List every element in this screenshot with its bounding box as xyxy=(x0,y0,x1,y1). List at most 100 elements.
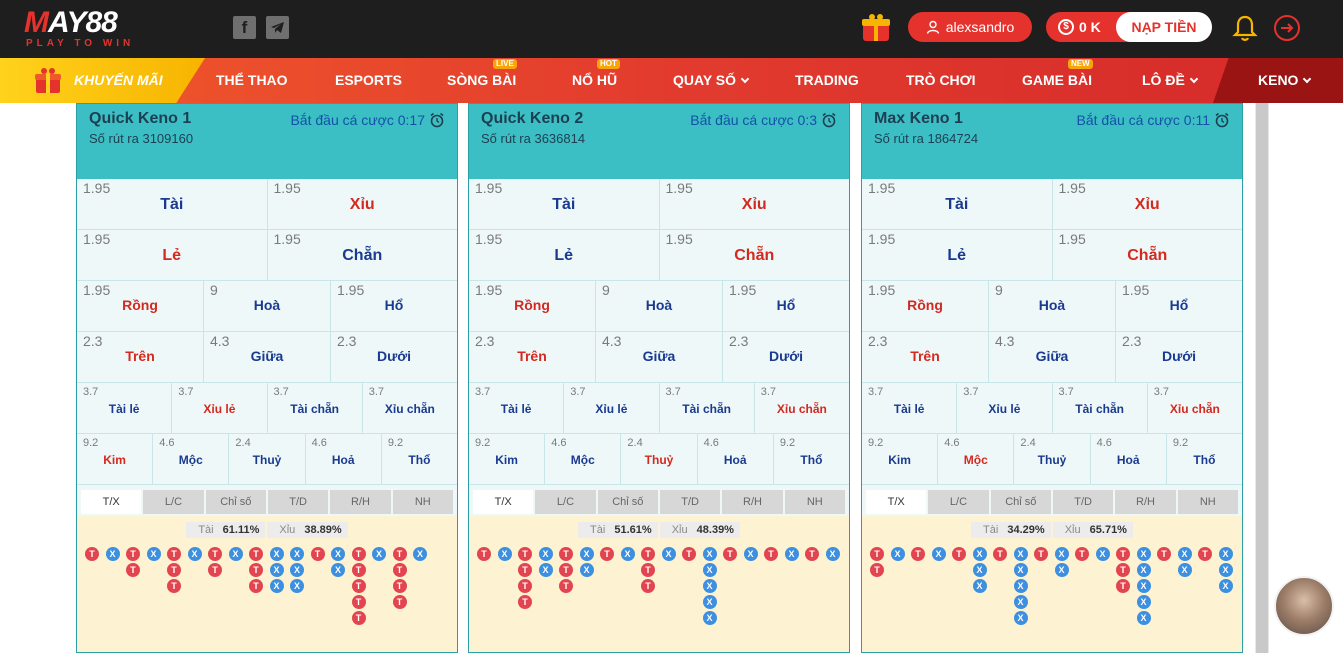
facebook-icon[interactable]: f xyxy=(233,16,256,39)
tab-stat[interactable]: NH xyxy=(1177,490,1238,514)
bet-giua[interactable]: 4.3 Giữa xyxy=(989,332,1116,382)
bet-duoi[interactable]: 2.3 Dưới xyxy=(723,332,849,382)
tab-stat[interactable]: NH xyxy=(784,490,845,514)
nav-item-games[interactable]: TRÒ CHƠI xyxy=(906,72,976,88)
bet-kim[interactable]: 9.2 Kim xyxy=(469,434,546,484)
tab-stat[interactable]: T/X xyxy=(81,490,142,514)
deposit-button[interactable]: NẠP TIỀN xyxy=(1116,12,1212,42)
tab-stat[interactable]: T/X xyxy=(866,490,927,514)
bet-thuy[interactable]: 2.4 Thuỷ xyxy=(1014,434,1091,484)
balance[interactable]: $ 0 K xyxy=(1058,12,1101,42)
nav-item-lottery[interactable]: QUAY SỐ xyxy=(673,58,750,103)
bet-duoi[interactable]: 2.3 Dưới xyxy=(1116,332,1242,382)
bet-tai_chan[interactable]: 3.7 Tài chẵn xyxy=(660,383,755,433)
bet-kim[interactable]: 9.2 Kim xyxy=(77,434,154,484)
bet-tren[interactable]: 2.3 Trên xyxy=(469,332,596,382)
bet-ho[interactable]: 1.95 Hổ xyxy=(723,281,849,331)
user-account-button[interactable]: alexsandro xyxy=(908,12,1032,42)
bet-chan[interactable]: 1.95 Chẵn xyxy=(1053,230,1243,280)
bet-le[interactable]: 1.95 Lẻ xyxy=(862,230,1053,280)
bet-rong[interactable]: 1.95 Rồng xyxy=(77,281,204,331)
tab-stat[interactable]: Chỉ số xyxy=(205,490,266,514)
bet-tai_le[interactable]: 3.7 Tài lẻ xyxy=(862,383,958,433)
tab-stat[interactable]: L/C xyxy=(143,490,204,514)
bet-tai[interactable]: 1.95 Tài xyxy=(862,179,1053,229)
bet-xiu_chan[interactable]: 3.7 Xỉu chẵn xyxy=(1148,383,1242,433)
bet-tho[interactable]: 9.2 Thổ xyxy=(774,434,849,484)
nav-item-casino[interactable]: SÒNG BÀI LIVE xyxy=(447,59,517,88)
nav-item-esports[interactable]: ESPORTS xyxy=(335,72,402,88)
tab-stat[interactable]: T/D xyxy=(1052,490,1114,514)
bet-xiu_le[interactable]: 3.7 Xỉu lẻ xyxy=(957,383,1053,433)
nav-item-lo-de[interactable]: LÔ ĐỀ xyxy=(1142,58,1199,103)
tab-stat[interactable]: T/D xyxy=(267,490,329,514)
bet-hoa[interactable]: 9 Hoà xyxy=(596,281,723,331)
logout-icon[interactable] xyxy=(1272,13,1302,43)
bet-hoa[interactable]: 9 Hoà xyxy=(989,281,1116,331)
tab-stat[interactable]: L/C xyxy=(928,490,989,514)
bet-xiu[interactable]: 1.95 Xỉu xyxy=(660,179,850,229)
bet-duoi[interactable]: 2.3 Dưới xyxy=(331,332,457,382)
bet-ho[interactable]: 1.95 Hổ xyxy=(331,281,457,331)
bet-hoa2[interactable]: 4.6 Hoả xyxy=(306,434,382,484)
bet-tho[interactable]: 9.2 Thổ xyxy=(382,434,457,484)
bet-tai_le[interactable]: 3.7 Tài lẻ xyxy=(77,383,173,433)
bet-chan[interactable]: 1.95 Chẵn xyxy=(660,230,850,280)
bet-xiu[interactable]: 1.95 Xỉu xyxy=(1053,179,1243,229)
tab-stat[interactable]: L/C xyxy=(535,490,596,514)
notification-bell-icon[interactable] xyxy=(1232,14,1258,42)
bet-le[interactable]: 1.95 Lẻ xyxy=(77,230,268,280)
game-title[interactable]: Quick Keno 2 xyxy=(481,110,584,127)
bet-moc[interactable]: 4.6 Mộc xyxy=(545,434,622,484)
game-title[interactable]: Max Keno 1 xyxy=(874,110,963,127)
bet-hoa[interactable]: 9 Hoà xyxy=(204,281,331,331)
bet-moc[interactable]: 4.6 Mộc xyxy=(153,434,230,484)
bet-tren[interactable]: 2.3 Trên xyxy=(862,332,989,382)
telegram-icon[interactable] xyxy=(266,16,289,39)
game-title[interactable]: Quick Keno 1 xyxy=(89,110,192,127)
bet-xiu[interactable]: 1.95 Xỉu xyxy=(268,179,458,229)
bet-tai_le[interactable]: 3.7 Tài lẻ xyxy=(469,383,565,433)
bet-le[interactable]: 1.95 Lẻ xyxy=(469,230,660,280)
tab-stat[interactable]: Chỉ số xyxy=(990,490,1051,514)
bet-xiu_le[interactable]: 3.7 Xỉu lẻ xyxy=(172,383,268,433)
bet-giua[interactable]: 4.3 Giữa xyxy=(596,332,723,382)
bet-tai_chan[interactable]: 3.7 Tài chẵn xyxy=(268,383,363,433)
bet-rong[interactable]: 1.95 Rồng xyxy=(862,281,989,331)
bet-xiu_chan[interactable]: 3.7 Xỉu chẵn xyxy=(363,383,457,433)
nav-item-keno[interactable]: KENO xyxy=(1258,58,1312,103)
bet-giua[interactable]: 4.3 Giữa xyxy=(204,332,331,382)
bet-hoa2[interactable]: 4.6 Hoả xyxy=(698,434,774,484)
tab-stat[interactable]: R/H xyxy=(722,490,783,514)
bet-xiu_chan[interactable]: 3.7 Xỉu chẵn xyxy=(755,383,849,433)
nav-item-card-games[interactable]: GAME BÀI NEW xyxy=(1022,59,1093,88)
lucky-box-icon[interactable] xyxy=(860,13,892,43)
nav-item-sports[interactable]: THỂ THAO xyxy=(216,72,288,88)
site-logo[interactable]: MAY88 PLAY TO WIN xyxy=(24,6,135,50)
nav-promotions[interactable] xyxy=(0,58,205,103)
tab-stat[interactable]: T/X xyxy=(473,490,534,514)
nav-item-trading[interactable]: TRADING xyxy=(795,72,859,88)
bet-ho[interactable]: 1.95 Hổ xyxy=(1116,281,1242,331)
bet-tren[interactable]: 2.3 Trên xyxy=(77,332,204,382)
bet-tai_chan[interactable]: 3.7 Tài chẵn xyxy=(1053,383,1148,433)
nav-promotions-label[interactable]: KHUYẾN MÃI xyxy=(74,72,163,88)
bet-rong[interactable]: 1.95 Rồng xyxy=(469,281,596,331)
bet-xiu_le[interactable]: 3.7 Xỉu lẻ xyxy=(564,383,660,433)
tab-stat[interactable]: NH xyxy=(392,490,453,514)
tab-stat[interactable]: R/H xyxy=(330,490,391,514)
bet-thuy[interactable]: 2.4 Thuỷ xyxy=(621,434,698,484)
bet-chan[interactable]: 1.95 Chẵn xyxy=(268,230,458,280)
nav-item-slots[interactable]: NỔ HŨ HOT xyxy=(572,58,620,103)
bet-thuy[interactable]: 2.4 Thuỷ xyxy=(229,434,306,484)
bet-moc[interactable]: 4.6 Mộc xyxy=(938,434,1015,484)
tab-stat[interactable]: T/D xyxy=(659,490,721,514)
tab-stat[interactable]: R/H xyxy=(1115,490,1176,514)
scrollbar-thumb[interactable] xyxy=(1256,103,1268,653)
bet-hoa2[interactable]: 4.6 Hoả xyxy=(1091,434,1167,484)
bet-tho[interactable]: 9.2 Thổ xyxy=(1167,434,1242,484)
bet-tai[interactable]: 1.95 Tài xyxy=(469,179,660,229)
bet-tai[interactable]: 1.95 Tài xyxy=(77,179,268,229)
bet-kim[interactable]: 9.2 Kim xyxy=(862,434,939,484)
tab-stat[interactable]: Chỉ số xyxy=(597,490,658,514)
